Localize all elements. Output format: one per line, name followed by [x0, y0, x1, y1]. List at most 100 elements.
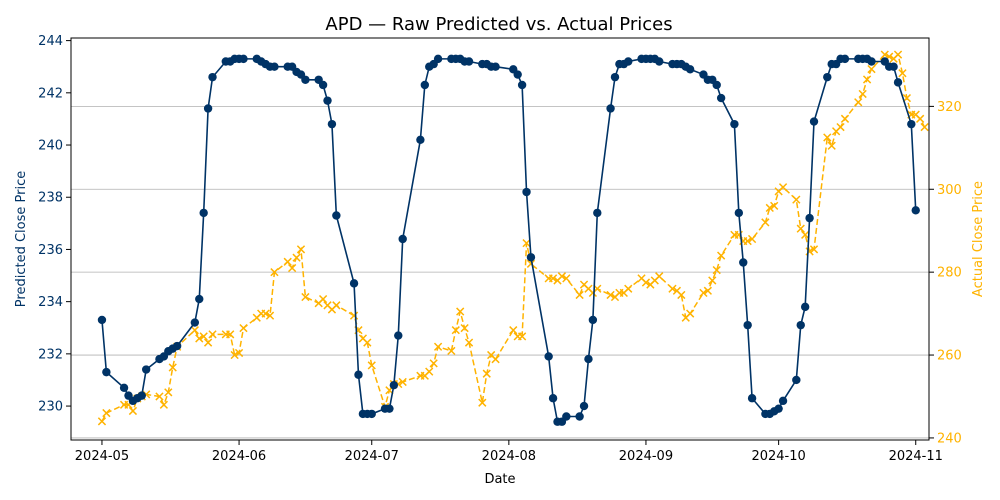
actual-point: [880, 50, 889, 59]
predicted-point: [513, 70, 522, 79]
actual-point: [367, 361, 376, 370]
predicted-point: [730, 119, 739, 129]
actual-point: [296, 245, 306, 254]
actual-point: [655, 272, 664, 281]
actual-point: [230, 350, 239, 360]
predicted-point: [579, 401, 589, 411]
actual-point: [451, 326, 460, 335]
x-tick-label: 2024-05: [75, 449, 129, 464]
predicted-point: [685, 65, 695, 74]
predicted-point: [141, 365, 151, 374]
predicted-point: [522, 187, 531, 197]
x-tick-label: 2024-11: [889, 449, 943, 464]
predicted-point: [526, 253, 536, 262]
actual-point: [898, 69, 907, 78]
predicted-point: [716, 93, 726, 103]
predicted-point: [606, 104, 615, 113]
predicted-point: [119, 383, 129, 392]
actual-point: [97, 417, 107, 426]
predicted-point: [208, 72, 217, 82]
actual-point: [456, 307, 465, 316]
actual-point: [429, 359, 438, 368]
predicted-point: [800, 302, 810, 312]
predicted-point: [137, 391, 146, 400]
y-left-tick-label: 240: [38, 139, 63, 154]
predicted-point: [394, 331, 403, 340]
predicted-point: [517, 80, 527, 90]
actual-point: [854, 98, 863, 107]
actual-point: [809, 245, 819, 254]
actual-point: [801, 230, 810, 239]
predicted-point: [792, 375, 801, 385]
actual-point: [195, 334, 204, 343]
predicted-point: [823, 72, 832, 82]
predicted-point: [575, 412, 584, 421]
predicted-point: [367, 409, 376, 419]
actual-point: [433, 342, 443, 351]
x-tick-label: 2024-10: [751, 449, 805, 464]
predicted-point: [318, 80, 328, 90]
actual-point: [509, 326, 518, 335]
actual-point: [128, 406, 138, 416]
predicted-point: [655, 57, 664, 66]
actual-point: [867, 64, 876, 74]
actual-point: [862, 75, 872, 84]
predicted-point: [840, 54, 850, 64]
predicted-point: [199, 208, 208, 218]
x-tick-label: 2024-08: [482, 449, 536, 464]
actual-point: [398, 377, 407, 387]
actual-point: [447, 346, 456, 356]
predicted-point: [774, 404, 783, 413]
predicted-point: [548, 394, 558, 403]
actual-point: [703, 286, 712, 295]
actual-point: [292, 253, 301, 262]
y-axis-right: 240 260 280 300 320: [929, 100, 962, 446]
predicted-point: [907, 119, 916, 129]
predicted-point: [734, 208, 744, 218]
actual-point: [517, 332, 527, 341]
actual-point: [708, 276, 717, 285]
actual-point: [478, 398, 487, 407]
x-axis: 2024-05 2024-06 2024-07 2024-08 2024-09 2024-…: [75, 440, 943, 464]
x-tick-label: 2024-06: [212, 449, 266, 464]
predicted-point: [624, 57, 633, 66]
predicted-point: [301, 75, 310, 84]
actual-point: [332, 301, 341, 310]
actual-point: [747, 234, 757, 244]
y-axis-left: 230 232 234 236 238 240 242 244: [38, 34, 71, 415]
actual-point: [624, 284, 633, 293]
predicted-point: [270, 62, 279, 71]
predicted-point: [610, 72, 620, 82]
predicted-point: [323, 96, 332, 105]
actual-point: [836, 122, 845, 132]
y-left-tick-label: 234: [38, 295, 63, 310]
actual-point: [208, 330, 217, 339]
predicted-point: [354, 370, 363, 379]
actual-point: [796, 224, 805, 233]
actual-point: [858, 89, 867, 99]
actual-point: [288, 263, 297, 273]
predicted-point: [349, 279, 359, 288]
actual-point: [686, 309, 695, 318]
plot-frame: [70, 37, 930, 441]
predicted-point: [911, 206, 920, 215]
predicted-point: [398, 234, 407, 244]
predicted-series: [97, 54, 920, 426]
y-left-tick-label: 242: [38, 86, 63, 101]
x-tick-label: 2024-07: [345, 449, 399, 464]
actual-point: [606, 290, 615, 300]
y-left-tick-label: 238: [38, 191, 63, 206]
predicted-point: [588, 315, 598, 325]
y-axis-left-label: Predicted Close Price: [14, 171, 29, 307]
actual-point: [562, 274, 571, 283]
actual-point: [363, 338, 372, 347]
predicted-point: [778, 396, 788, 406]
predicted-point: [805, 213, 814, 223]
actual-series: [97, 50, 929, 426]
actual-point: [916, 114, 925, 123]
actual-point: [765, 203, 774, 213]
predicted-point: [584, 354, 593, 364]
